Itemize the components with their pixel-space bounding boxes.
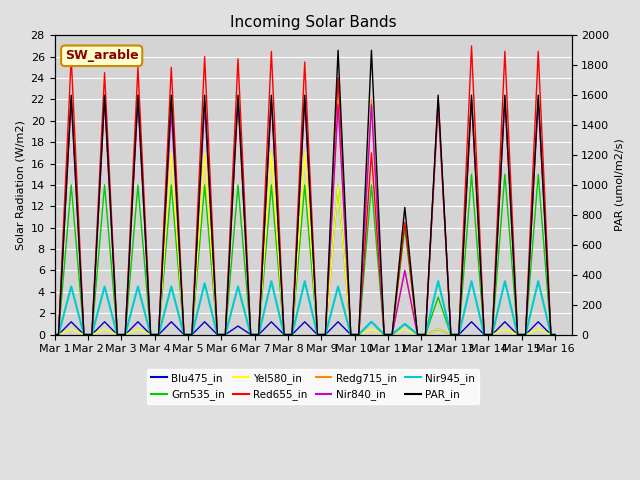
Line: Grn535_in: Grn535_in <box>54 174 555 335</box>
Nir840_in <box>529 205 536 211</box>
Redg715_in <box>150 332 158 337</box>
Red655_in <box>150 332 158 337</box>
Nir840_in <box>67 96 75 102</box>
Red655_in <box>217 332 225 337</box>
Y-axis label: PAR (umol/m2/s): PAR (umol/m2/s) <box>615 139 625 231</box>
Red655_in <box>355 332 362 337</box>
Nir945_in <box>250 332 257 337</box>
Blu475_in <box>250 332 258 337</box>
Yel580_in <box>150 332 158 337</box>
Blu475_in <box>217 332 225 337</box>
Line: Blu475_in: Blu475_in <box>54 322 555 335</box>
PAR_in <box>334 48 342 53</box>
Yel580_in <box>291 288 299 294</box>
Red655_in <box>529 179 536 185</box>
Line: Nir945_in: Nir945_in <box>54 281 555 335</box>
Blu475_in <box>291 329 299 335</box>
PAR_in <box>291 278 299 284</box>
Y-axis label: Solar Radiation (W/m2): Solar Radiation (W/m2) <box>15 120 25 250</box>
Nir945_in <box>217 332 225 337</box>
Redg715_in <box>529 205 536 211</box>
Blu475_in <box>529 325 536 331</box>
Redg715_in <box>67 96 75 102</box>
Line: PAR_in: PAR_in <box>54 50 555 335</box>
Nir840_in <box>250 332 258 337</box>
PAR_in <box>150 332 158 337</box>
Grn535_in <box>291 298 299 304</box>
Yel580_in <box>355 332 362 337</box>
Title: Incoming Solar Bands: Incoming Solar Bands <box>230 15 396 30</box>
Red655_in <box>551 332 559 337</box>
Text: SW_arable: SW_arable <box>65 49 138 62</box>
Grn535_in <box>551 332 559 337</box>
Redg715_in <box>217 332 225 337</box>
Grn535_in <box>51 332 58 337</box>
Nir840_in <box>217 332 225 337</box>
Blu475_in <box>51 332 58 337</box>
Nir945_in <box>529 303 536 309</box>
Yel580_in <box>551 332 559 337</box>
Line: Red655_in: Red655_in <box>54 46 555 335</box>
Red655_in <box>468 43 476 49</box>
PAR_in <box>355 332 362 337</box>
Yel580_in <box>529 329 536 335</box>
Grn535_in <box>529 245 536 251</box>
PAR_in <box>51 332 58 337</box>
Grn535_in <box>355 332 362 337</box>
Red655_in <box>51 332 58 337</box>
Grn535_in <box>217 332 225 337</box>
Redg715_in <box>51 332 58 337</box>
Redg715_in <box>355 332 362 337</box>
Yel580_in <box>217 332 225 337</box>
PAR_in <box>250 332 257 337</box>
Nir840_in <box>355 332 362 337</box>
PAR_in <box>217 332 225 337</box>
Red655_in <box>291 271 299 276</box>
Legend: Blu475_in, Grn535_in, Yel580_in, Red655_in, Redg715_in, Nir840_in, Nir945_in, PA: Blu475_in, Grn535_in, Yel580_in, Red655_… <box>147 369 479 404</box>
Redg715_in <box>291 276 299 282</box>
Nir840_in <box>51 332 58 337</box>
Redg715_in <box>551 332 559 337</box>
Nir945_in <box>291 319 299 325</box>
Nir945_in <box>150 332 158 337</box>
Nir840_in <box>150 332 158 337</box>
Line: Yel580_in: Yel580_in <box>54 99 555 335</box>
Nir840_in <box>551 332 559 337</box>
Blu475_in <box>355 332 362 337</box>
Line: Redg715_in: Redg715_in <box>54 99 555 335</box>
Blu475_in <box>150 332 158 337</box>
PAR_in <box>529 203 536 208</box>
PAR_in <box>551 332 559 337</box>
Yel580_in <box>234 96 242 102</box>
Yel580_in <box>51 332 58 337</box>
Yel580_in <box>250 332 258 337</box>
Nir945_in <box>355 332 362 337</box>
Nir945_in <box>268 278 275 284</box>
Nir945_in <box>551 332 559 337</box>
Redg715_in <box>250 332 258 337</box>
Red655_in <box>250 332 257 337</box>
Blu475_in <box>67 319 75 324</box>
Grn535_in <box>468 171 476 177</box>
Blu475_in <box>551 332 559 337</box>
Grn535_in <box>150 332 158 337</box>
Line: Nir840_in: Nir840_in <box>54 99 555 335</box>
Nir945_in <box>51 332 58 337</box>
Grn535_in <box>250 332 257 337</box>
Nir840_in <box>291 276 299 282</box>
